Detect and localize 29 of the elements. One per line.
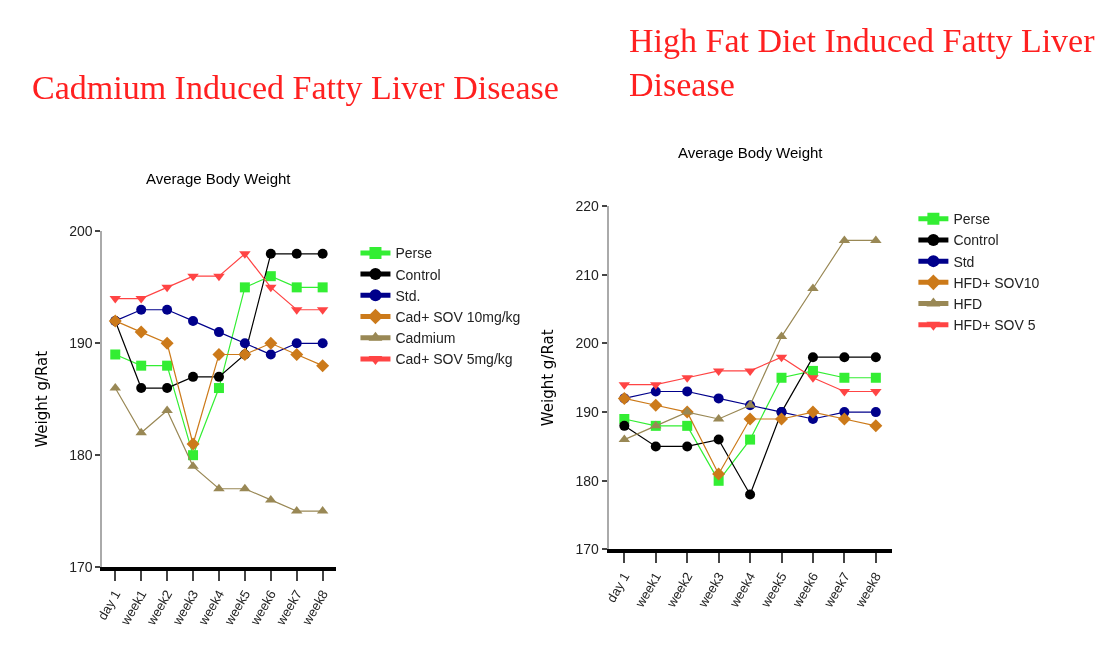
legend-label: Control — [395, 266, 441, 283]
y-axis-title: Weight g/Rat — [32, 350, 51, 448]
y-tick-label: 180 — [69, 447, 93, 464]
legend-label: HFD+ SOV 5 — [953, 317, 1036, 334]
y-tick-label: 200 — [575, 335, 600, 352]
chart-subtitle: Average Body Weight — [146, 170, 292, 187]
chart-subtitle: Average Body Weight — [678, 144, 824, 161]
legend-label: Cadmium — [395, 330, 456, 347]
legend-label: HFD+ SOV10 — [953, 274, 1040, 291]
y-tick-label: 220 — [575, 197, 600, 214]
legend-label: Control — [953, 232, 999, 249]
y-tick-label: 190 — [575, 404, 600, 421]
legend-label: Std — [953, 253, 975, 270]
chart-title: High Fat Diet Induced Fatty Liver Disease — [629, 22, 1096, 104]
legend-label: HFD — [953, 295, 983, 312]
chart-title: Cadmium Induced Fatty Liver Disease — [32, 69, 559, 106]
y-tick-label: 180 — [575, 472, 600, 489]
y-tick-label: 170 — [575, 541, 600, 558]
legend-label: Cad+ SOV 5mg/kg — [395, 351, 513, 368]
y-tick-label: 190 — [69, 335, 93, 352]
y-tick-label: 200 — [69, 223, 93, 240]
legend-label: Std. — [395, 287, 421, 304]
legend-label: Perse — [395, 245, 433, 262]
x-tick-label: day 1 — [603, 569, 633, 605]
y-axis-title: Weight g/Rat — [539, 329, 558, 427]
legend-label: Cad+ SOV 10mg/kg — [395, 308, 521, 325]
y-tick-label: 210 — [575, 266, 600, 283]
y-tick-label: 170 — [69, 558, 93, 575]
legend-label: Perse — [953, 211, 991, 228]
